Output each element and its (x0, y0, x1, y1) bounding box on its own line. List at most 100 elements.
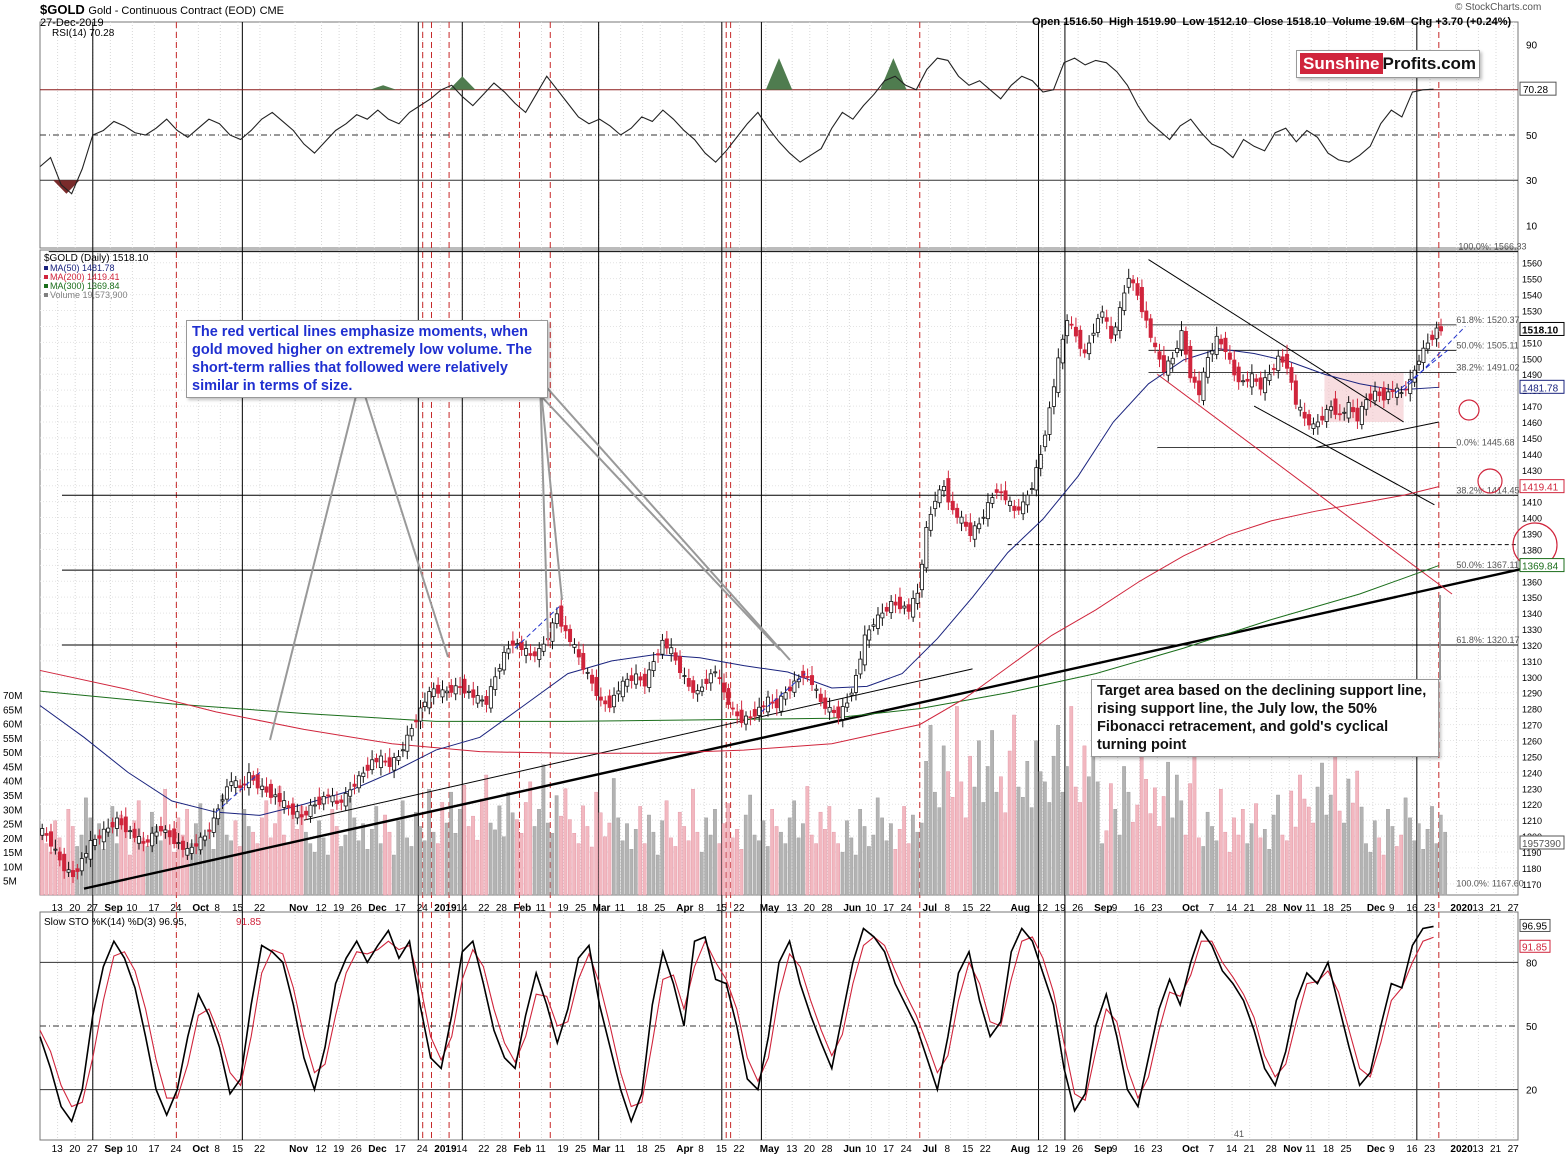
x-axis-label: 22 (478, 903, 490, 914)
candle-body (1333, 398, 1338, 415)
candle-body (502, 651, 507, 671)
rsi-line (39, 57, 1434, 195)
candle-body (1056, 357, 1061, 393)
price-tick-label: 1350 (1522, 593, 1542, 603)
volume-bar (686, 840, 691, 896)
candle-body (150, 832, 155, 847)
candle-body (317, 796, 322, 806)
volume-bar (818, 811, 823, 896)
candle-body (1122, 292, 1127, 311)
volume-bar (532, 826, 537, 896)
x-axis-label: 24 (170, 903, 182, 914)
volume-bar (321, 837, 326, 896)
rsi-value-label: 70.28 (1523, 85, 1548, 96)
candle-body (343, 792, 348, 807)
candle-body (871, 624, 876, 627)
volume-bar (581, 805, 585, 896)
candle-body (840, 706, 845, 720)
x-axis-label-bottom: 8 (698, 1144, 704, 1155)
x-axis-label: 16 (1406, 903, 1418, 914)
x-axis-label-bottom: 14 (456, 1144, 468, 1155)
candle-body (612, 694, 617, 708)
price-tag-label: 1957390 (1522, 839, 1561, 850)
candle-body (356, 775, 361, 789)
candle-body (176, 842, 181, 845)
candle-body (172, 828, 177, 845)
volume-bar (576, 843, 581, 896)
candle-body (550, 622, 555, 642)
volume-bar (400, 800, 405, 896)
x-axis-label: 17 (395, 903, 407, 914)
x-axis-label-bottom: 24 (417, 1144, 429, 1155)
volume-bar (871, 834, 876, 896)
candle-body (1069, 323, 1074, 326)
sto-tick-label: 20 (1526, 1086, 1538, 1097)
volume-bar (1007, 750, 1012, 896)
volume-bar (708, 834, 713, 896)
volume-bar (1192, 753, 1197, 896)
price-tag-label: 1369.84 (1522, 562, 1559, 573)
candle-body (1095, 318, 1100, 333)
candle-body (1417, 360, 1422, 365)
x-axis-label: Oct (192, 903, 209, 914)
annotation-pointer (359, 379, 449, 658)
volume-bar (642, 843, 647, 896)
volume-tick-label: 5M (3, 877, 17, 888)
candle-body (1430, 334, 1435, 340)
volume-bar (941, 745, 946, 896)
volume-bar (950, 797, 955, 896)
candle-body (519, 641, 524, 650)
volume-bar (101, 849, 106, 896)
candle-body (1439, 326, 1444, 332)
volume-bar (435, 843, 440, 896)
bottom-number: 41 (1234, 1129, 1244, 1139)
legend-entry: MA(200) 1419.41 (50, 272, 120, 282)
candle-body (330, 795, 335, 803)
candle-body (1368, 393, 1373, 400)
volume-tick-label: 20M (3, 834, 22, 845)
x-axis-label: 17 (883, 903, 895, 914)
candle-body (1157, 351, 1162, 360)
price-tag-label: 1481.78 (1522, 383, 1559, 394)
candle-body (396, 756, 401, 761)
x-axis-label: 17 (148, 903, 160, 914)
candle-body (277, 792, 282, 803)
candle-body (884, 606, 889, 612)
volume-bar (1214, 840, 1219, 896)
x-axis-label-bottom: Oct (192, 1144, 209, 1155)
candle-body (40, 828, 45, 836)
candle-body (660, 639, 665, 655)
candle-body (497, 668, 502, 672)
candle-body (845, 702, 850, 708)
x-axis-label: Mar (593, 903, 611, 914)
x-axis-label: 16 (1134, 903, 1146, 914)
volume-bar (853, 854, 858, 896)
candle-body (616, 690, 621, 695)
x-axis-label-bottom: 12 (1037, 1144, 1049, 1155)
volume-bar (1359, 806, 1364, 896)
volume-bar (422, 840, 427, 896)
volume-bar (224, 834, 229, 896)
fib-level-label: 38.2%: 1414.45 (1456, 485, 1519, 495)
volume-bar (664, 800, 669, 896)
x-axis-label: 19 (333, 903, 345, 914)
candle-body (1408, 378, 1413, 394)
candle-body (1087, 342, 1092, 355)
volume-bar (1408, 817, 1412, 896)
candle-body (779, 695, 784, 712)
ma200-line (39, 486, 1439, 754)
x-axis-label-bottom: 16 (1406, 1144, 1418, 1155)
candle-body (264, 786, 269, 793)
candle-body (515, 643, 520, 646)
price-tag-box (1519, 479, 1565, 494)
volume-bar (1381, 854, 1386, 896)
volume-bar (572, 833, 577, 896)
volume-bar (233, 820, 238, 896)
x-axis-label-bottom: 22 (980, 1144, 992, 1155)
volume-bar (290, 811, 295, 896)
volume-bar (1298, 774, 1302, 896)
candle-body (603, 700, 608, 705)
candle-body (409, 728, 414, 737)
volume-bar (453, 833, 458, 896)
volume-bar (840, 851, 845, 896)
